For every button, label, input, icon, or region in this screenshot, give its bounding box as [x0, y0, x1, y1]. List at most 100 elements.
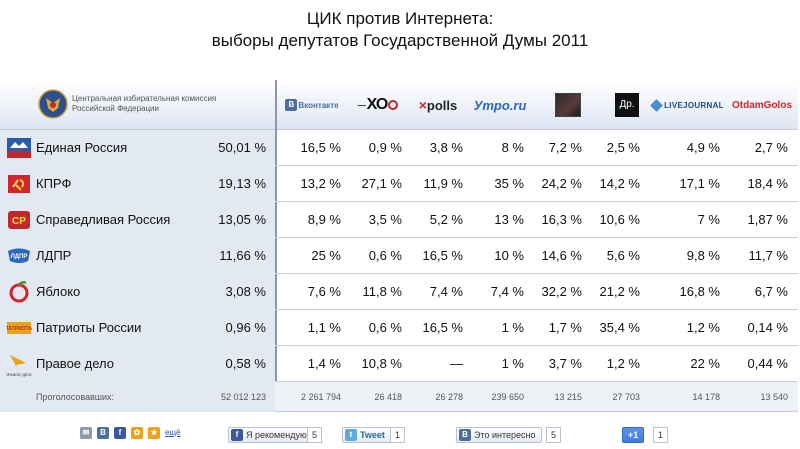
source-result: 24,2 %: [541, 176, 582, 191]
party-name: Патриоты России: [36, 320, 142, 335]
vk-icon: В: [285, 99, 298, 111]
title-line-1: ЦИК против Интернета:: [306, 9, 494, 28]
twitter-bird-icon: t: [345, 429, 357, 441]
source-result: 0,6 %: [368, 248, 402, 263]
cik-result: 13,05 %: [218, 212, 266, 227]
cik-result: 11,66 %: [219, 248, 266, 263]
tweet-button[interactable]: t Tweet: [342, 427, 391, 443]
source-result: 11,9 %: [423, 176, 463, 191]
source-result: 1,87 %: [747, 212, 788, 227]
source-result: 1,2 %: [606, 356, 640, 371]
source-result: 10 %: [494, 248, 524, 263]
svg-text:ЛДПР: ЛДПР: [11, 254, 28, 260]
source-result: 2,7 %: [754, 140, 788, 155]
source-result: 5,2 %: [429, 212, 463, 227]
source-result: 16,5 %: [422, 320, 463, 335]
russian-eagle-emblem-icon: [38, 89, 68, 119]
yabloko-apple-icon: [6, 279, 32, 305]
source-result: 17,1 %: [679, 176, 720, 191]
source-result: 7,4 %: [429, 284, 463, 299]
source-result: 16,5 %: [300, 140, 341, 155]
party-row: ПРАВОЕ ДЕЛО Правое дело 0,58 % 1,4 % 10,8 % —…: [0, 346, 798, 382]
total-value: 27 703: [612, 392, 640, 402]
source-result: 3,5 %: [368, 212, 402, 227]
source-result: 14,2 %: [599, 176, 640, 191]
utro-logo[interactable]: Утро.ru: [473, 97, 527, 113]
totals-cik: 52 012 123: [220, 392, 266, 402]
source-result: 0,9 %: [368, 140, 402, 155]
google-plus-one-button[interactable]: +1: [622, 427, 645, 443]
cik-name: Центральная избирательная комиссия Росси…: [72, 94, 217, 113]
source-result: 32,2 %: [541, 284, 582, 299]
column-separator: [275, 80, 277, 412]
pencil-icon: [650, 98, 663, 112]
party-name: Яблоко: [36, 284, 81, 299]
party-name: Единая Россия: [36, 140, 128, 155]
total-value: 26 278: [435, 392, 463, 402]
party-name: КПРФ: [36, 176, 72, 191]
circle-icon: [388, 100, 399, 110]
source-result: 21,2 %: [599, 284, 640, 299]
email-share-icon[interactable]: ✉: [80, 427, 92, 439]
source-result: 1,1 %: [307, 320, 341, 335]
kprf-hammer-sickle-icon: [6, 171, 32, 197]
fair-russia-logo-icon: СР: [6, 207, 32, 233]
livejournal-logo[interactable]: LIVEJOURNAL: [650, 80, 724, 130]
bookmark-share-icon[interactable]: ★: [148, 427, 160, 439]
source-result: 0,14 %: [747, 320, 788, 335]
source-result: 1 %: [501, 320, 524, 335]
facebook-recommend-button[interactable]: f Я рекомендую: [228, 427, 313, 443]
source-result: 27,1 %: [361, 176, 402, 191]
source-result: 2,5 %: [606, 140, 640, 155]
page-title: ЦИК против Интернета: выборы депутатов Г…: [0, 8, 800, 52]
source-result: 1,7 %: [548, 320, 582, 335]
source-result: 11,8 %: [362, 284, 402, 299]
table-header: Центральная избирательная комиссия Росси…: [0, 80, 798, 130]
source-result: 16,3 %: [541, 212, 582, 227]
svg-text:СР: СР: [12, 216, 26, 227]
dolboeb-avatar[interactable]: [553, 80, 583, 130]
party-row: КПРФ 19,13 % 13,2 % 27,1 % 11,9 % 35 % 24,2 % 1…: [0, 166, 798, 202]
xpolls-logo[interactable]: × polls: [418, 97, 458, 113]
party-row: Яблоко 3,08 % 7,6 % 11,8 % 7,4 % 7,4 % 32,2 % 2…: [0, 274, 798, 310]
total-value: 13 540: [760, 392, 788, 402]
source-result: 7 %: [697, 212, 720, 227]
right-cause-logo-icon: ПРАВОЕ ДЕЛО: [5, 351, 33, 377]
facebook-share-icon[interactable]: f: [114, 427, 126, 439]
source-result: 6,7 %: [754, 284, 788, 299]
vk-like-count: 5: [546, 427, 562, 443]
total-value: 14 178: [692, 392, 720, 402]
source-result: 1,4 %: [307, 356, 341, 371]
dr-logo[interactable]: Др.: [613, 80, 641, 130]
party-name: ЛДПР: [36, 248, 72, 263]
ldpr-logo-icon: ЛДПР: [6, 243, 32, 269]
facebook-count: 5: [307, 427, 323, 443]
source-result: —: [450, 356, 463, 371]
source-result: 4,9 %: [686, 140, 720, 155]
source-result: 10,6 %: [599, 212, 640, 227]
party-row: Единая Россия 50,01 % 16,5 % 0,9 % 3,8 % 8 % 7…: [0, 130, 798, 166]
party-name: Справедливая Россия: [36, 212, 171, 227]
svg-text:ПАТРИОТЫ: ПАТРИОТЫ: [6, 326, 32, 332]
odnoklassniki-share-icon[interactable]: ✿: [131, 427, 143, 439]
source-result: 13,2 %: [300, 176, 341, 191]
source-result: 7,4 %: [490, 284, 524, 299]
google-plus-count: 1: [653, 427, 669, 443]
cik-result: 50,01 %: [218, 140, 266, 155]
cik-result: 19,13 %: [218, 176, 266, 191]
vkontakte-logo[interactable]: В Вконтакте: [283, 80, 341, 130]
otdamgolos-logo[interactable]: OtdamGolos: [732, 99, 793, 111]
total-value: 239 650: [491, 392, 524, 402]
source-result: 8,9 %: [307, 212, 341, 227]
vk-share-icon[interactable]: В: [97, 427, 109, 439]
totals-label: Проголосовавших:: [36, 392, 115, 402]
svg-text:ПРАВОЕ ДЕЛО: ПРАВОЕ ДЕЛО: [6, 372, 32, 377]
vk-like-button[interactable]: В Это интересно: [456, 427, 542, 443]
source-result: 10,8 %: [361, 356, 402, 371]
source-result: 8 %: [501, 140, 524, 155]
source-result: 0,44 %: [747, 356, 788, 371]
source-result: 5,6 %: [606, 248, 640, 263]
more-share-link[interactable]: ещё: [165, 428, 181, 437]
xo-logo[interactable]: — ХО: [350, 80, 406, 130]
share-bar: ✉ В f ✿ ★ ещё f Я рекомендую 5 t Tweet 1…: [0, 420, 800, 449]
